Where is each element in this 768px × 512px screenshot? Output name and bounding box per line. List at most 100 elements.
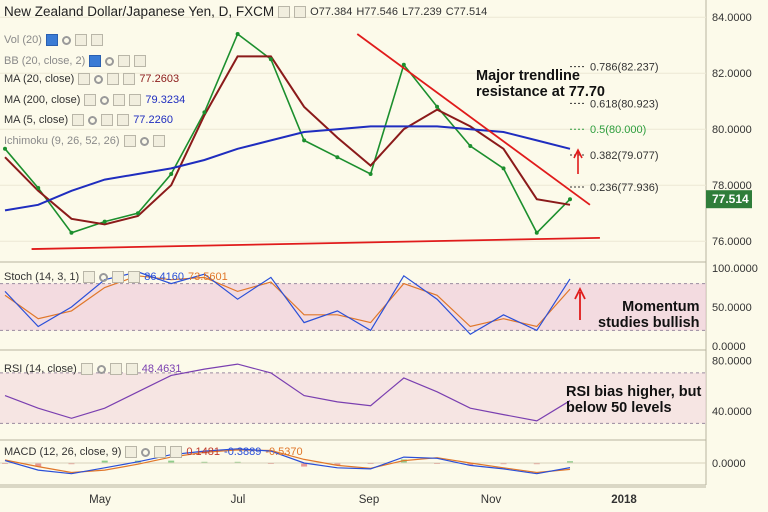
gear-icon[interactable] <box>139 136 149 146</box>
stoch-tick-label: 50.0000 <box>712 302 752 314</box>
price-point <box>36 186 41 190</box>
legend-ma200-label: MA (200, close) <box>4 94 81 106</box>
legend-rsi[interactable]: RSI (14, close) 48.4631 <box>4 363 182 375</box>
legend-ma5[interactable]: MA (5, close) 77.2260 <box>4 114 173 126</box>
legend-ma20-label: MA (20, close) <box>4 73 75 85</box>
gear-icon[interactable] <box>61 35 71 45</box>
legend-ichimoku-label: Ichimoku (9, 26, 52, 26) <box>4 135 120 147</box>
eye-icon[interactable] <box>83 271 96 283</box>
stoch-tick-label: 0.0000 <box>712 341 746 353</box>
price-point <box>501 166 506 171</box>
ohlc-high: H77.546 <box>356 5 398 18</box>
support-trendline <box>31 236 600 250</box>
annotation-momentum-line1: Momentum <box>622 299 700 315</box>
legend-ichimoku[interactable]: Ichimoku (9, 26, 52, 26) <box>4 135 165 147</box>
add-button[interactable] <box>112 271 125 283</box>
legend-rsi-label: RSI (14, close) <box>4 363 77 375</box>
eye-icon[interactable] <box>84 94 97 106</box>
remove-button[interactable] <box>90 34 103 46</box>
macd-histogram-bar <box>68 463 75 465</box>
remove-button[interactable] <box>117 114 130 126</box>
ma200-line <box>4 125 571 212</box>
stoch-k-value: 86.4160 <box>144 271 184 283</box>
symbol-title: New Zealand Dollar/Japanese Yen, D, FXCM <box>4 4 275 19</box>
macd-histogram-bar <box>35 463 42 467</box>
legend-stoch-label: Stoch (14, 3, 1) <box>4 271 80 283</box>
macd-histogram-bar <box>334 463 341 466</box>
eye-icon[interactable] <box>89 55 102 67</box>
price-tick-label: 76.0000 <box>712 236 752 248</box>
add-button[interactable] <box>107 73 120 85</box>
eye-icon[interactable] <box>125 446 138 458</box>
macd-histogram-bar <box>533 463 540 465</box>
legend-vol[interactable]: Vol (20) <box>4 34 103 46</box>
ohlc-low: L77.239 <box>401 5 442 18</box>
macd-histogram-bar <box>168 460 175 463</box>
add-button[interactable] <box>154 446 167 458</box>
eye-icon[interactable] <box>78 73 91 85</box>
legend-ma200[interactable]: MA (200, close) 79.3234 <box>4 94 185 106</box>
remove-button[interactable] <box>129 94 142 106</box>
eye-icon[interactable] <box>80 363 93 375</box>
legend-stoch[interactable]: Stoch (14, 3, 1) 86.4160 73.5601 <box>4 271 228 283</box>
rsi-tick-label: 80.0000 <box>712 355 752 367</box>
legend-ma200-value: 79.3234 <box>145 94 186 106</box>
rsi-band <box>0 372 706 424</box>
gear-icon[interactable] <box>88 115 98 125</box>
resistance-trendline <box>356 33 591 206</box>
remove-button[interactable] <box>128 271 141 283</box>
stoch-tick-label: 100.0000 <box>712 263 758 275</box>
time-tick-label: Jul <box>231 494 246 506</box>
price-point <box>69 230 74 235</box>
macd-histogram-bar <box>301 463 308 467</box>
legend-ma5-value: 77.2260 <box>133 114 173 126</box>
add-button[interactable] <box>113 94 126 106</box>
add-button[interactable] <box>118 55 131 67</box>
time-tick-label: Nov <box>481 494 502 506</box>
gear-icon[interactable] <box>105 56 115 66</box>
macd-main-line <box>4 448 571 475</box>
visibility-toggle-button[interactable] <box>278 5 291 18</box>
legend-macd[interactable]: MACD (12, 26, close, 9) 0.1481 -0.3889 -… <box>4 446 303 458</box>
gear-icon[interactable] <box>100 95 110 105</box>
remove-button[interactable] <box>125 363 138 375</box>
macd-histogram-bar <box>400 459 407 463</box>
gear-icon[interactable] <box>141 447 151 457</box>
price-point <box>268 57 273 62</box>
add-button[interactable] <box>101 114 114 126</box>
add-button[interactable] <box>109 363 122 375</box>
eye-icon[interactable] <box>45 34 58 46</box>
remove-button[interactable] <box>170 446 183 458</box>
legend-bb[interactable]: BB (20, close, 2) <box>4 55 147 67</box>
add-button[interactable] <box>74 34 87 46</box>
price-point <box>401 62 406 67</box>
remove-button[interactable] <box>123 73 136 85</box>
remove-button[interactable] <box>134 55 147 67</box>
price-point <box>335 155 340 160</box>
eye-icon[interactable] <box>72 114 85 126</box>
annotation-trendline-line2: resistance at 77.70 <box>476 84 605 100</box>
gear-icon[interactable] <box>94 74 104 84</box>
stoch-band <box>0 283 706 331</box>
stoch-k-line <box>4 271 571 336</box>
time-tick-label: 2018 <box>611 494 637 506</box>
price-tick-label: 82.0000 <box>712 68 752 80</box>
macd-histogram-bar <box>234 461 241 463</box>
annotation-trendline-line1: Major trendline <box>476 68 580 84</box>
macd-histogram-bar <box>201 461 208 463</box>
stoch-d-value: 73.5601 <box>187 271 228 283</box>
price-point <box>135 211 140 216</box>
eye-icon[interactable] <box>123 135 136 147</box>
gear-icon[interactable] <box>96 364 106 374</box>
gear-icon[interactable] <box>99 272 109 282</box>
price-point <box>169 172 174 176</box>
fib-level-label: 0.5(80.000) <box>590 124 646 136</box>
legend-ma20[interactable]: MA (20, close) 77.2603 <box>4 73 179 85</box>
settings-button[interactable] <box>294 5 307 18</box>
fib-level-label: 0.786(82.237) <box>590 62 659 74</box>
annotation-rsi: RSI bias higher, but below 50 levels <box>566 384 701 416</box>
macd-hist-value: 0.1481 <box>186 446 221 458</box>
legend-vol-label: Vol (20) <box>4 34 42 46</box>
rsi-tick-label: 40.0000 <box>712 406 752 418</box>
add-button[interactable] <box>152 135 165 147</box>
